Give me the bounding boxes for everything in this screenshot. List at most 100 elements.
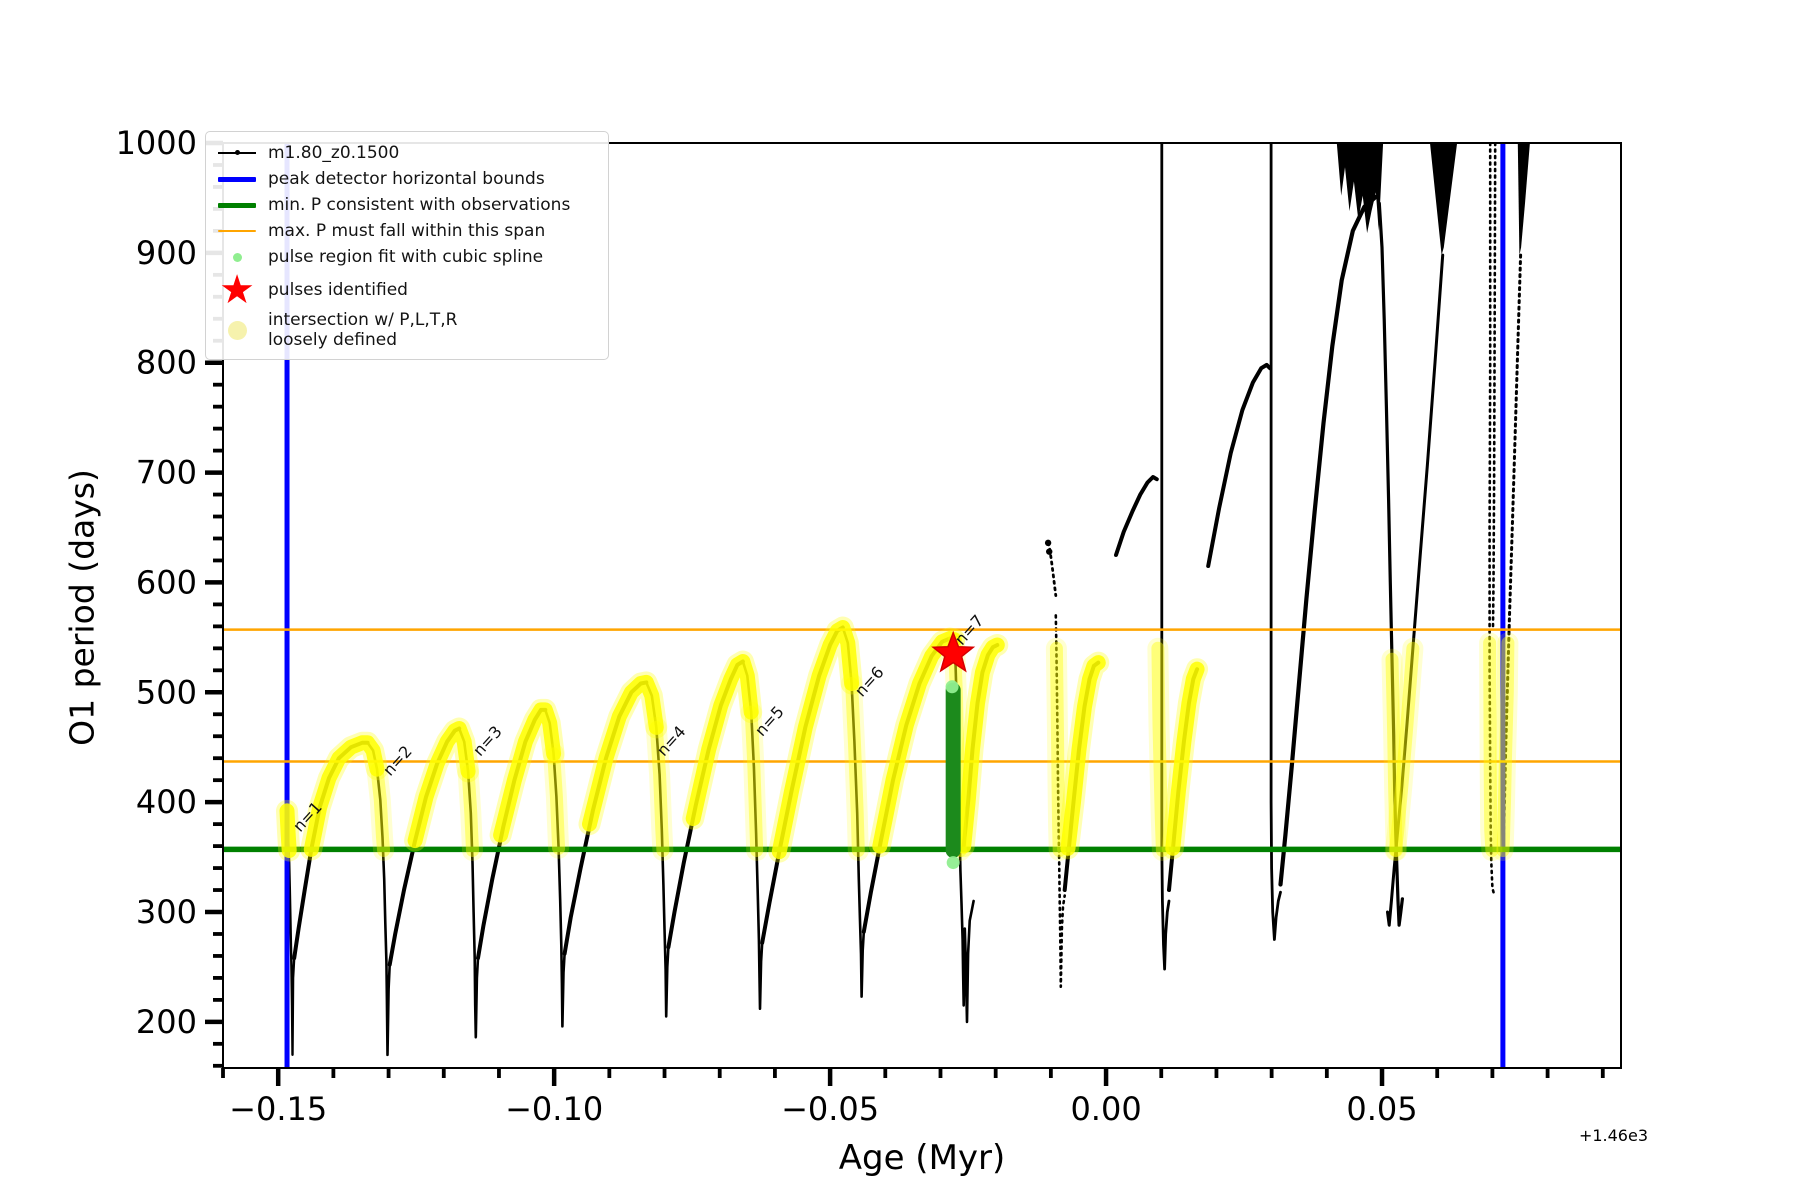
y-tick-label: 300 — [136, 893, 197, 931]
legend-dot-sample — [227, 320, 247, 340]
highlight-segment — [547, 747, 566, 855]
highlight-segment — [1165, 661, 1205, 856]
pulse-star — [931, 630, 976, 673]
x-axis-offset-label: +1.46e3 — [1578, 1126, 1648, 1145]
dense-pulse-region — [1517, 143, 1530, 256]
dense-pulse-region — [1430, 143, 1458, 256]
highlight-halo — [1384, 637, 1424, 861]
highlight-segment — [1151, 641, 1169, 857]
highlight-segment — [1049, 641, 1066, 857]
highlight-halo — [645, 716, 674, 861]
highlight-halo — [543, 743, 570, 859]
highlight-halo — [1147, 637, 1173, 861]
track-segment — [1046, 541, 1058, 597]
legend-dot-sample — [232, 252, 242, 262]
legend-label: min. P consistent with observations — [268, 194, 571, 215]
highlight-segment — [771, 620, 860, 860]
y-tick-label: 700 — [136, 454, 197, 492]
highlight-segment — [845, 677, 865, 857]
y-tick-label: 400 — [136, 783, 197, 821]
highlight-segment — [1483, 636, 1499, 857]
track-segment — [1206, 362, 1272, 568]
y-tick-label: 600 — [136, 563, 197, 601]
y-tick-label: 800 — [136, 344, 197, 382]
highlight-halo — [1381, 648, 1407, 861]
legend-linedot-sample — [218, 150, 256, 155]
dense-pulse-region — [1336, 143, 1384, 234]
legend-handle-line-icon — [214, 202, 260, 208]
track-segment — [1488, 143, 1495, 894]
legend-label: m1.80_z0.1500 — [268, 142, 400, 163]
legend-row-5: ★ pulses identified — [214, 270, 598, 310]
legend-label: pulse region fit with cubic spline — [268, 246, 544, 267]
highlight-segment — [407, 721, 476, 849]
highlight-segment — [493, 702, 562, 843]
legend-label: intersection w/ P,L,T,R loosely defined — [268, 310, 458, 351]
track-segment — [1491, 143, 1497, 628]
y-tick-label: 1000 — [116, 124, 197, 162]
legend-line-sample — [218, 202, 256, 208]
highlight-segment — [1496, 636, 1515, 857]
highlight-segment — [744, 705, 764, 857]
x-tick-label: 0.00 — [1070, 1090, 1141, 1128]
legend-handle-line-icon — [214, 176, 260, 182]
highlight-halo — [1492, 632, 1519, 861]
legend-label: max. P must fall within this span — [268, 220, 546, 241]
highlight-segment — [1060, 655, 1106, 856]
legend-line-sample — [218, 176, 256, 182]
y-tick-label: 900 — [136, 234, 197, 272]
x-tick-label: −0.05 — [781, 1090, 879, 1128]
highlight-halo — [366, 758, 395, 861]
y-tick-label: 200 — [136, 1003, 197, 1041]
highlight-segment — [303, 735, 385, 857]
legend-star-icon: ★ — [219, 267, 255, 313]
highlight-segment — [279, 803, 297, 858]
track-segment — [1054, 614, 1066, 988]
highlight-segment — [582, 674, 664, 832]
legend-row-3: max. P must fall within this span — [214, 218, 598, 244]
track-dot — [1046, 548, 1053, 555]
legend-handle-line-dot-icon — [214, 150, 260, 155]
track-segment — [1386, 253, 1445, 927]
y-axis-title: O1 period (days) — [62, 469, 102, 746]
x-tick-label: −0.10 — [505, 1090, 603, 1128]
track-segment — [1160, 143, 1171, 971]
x-tick-label: 0.05 — [1346, 1090, 1417, 1128]
highlight-segment — [685, 654, 759, 827]
highlight-halo — [841, 673, 869, 861]
highlight-segment — [1388, 641, 1420, 857]
legend-label: pulses identified — [268, 279, 408, 300]
track-segment — [1377, 201, 1404, 927]
track-segment — [1269, 143, 1282, 941]
legend-handle-dot-icon — [214, 320, 260, 340]
plot-area: n=1n=2n=3 n=4n=5n=6n=7 — [223, 143, 1621, 1068]
legend-row-0: m1.80_z0.1500 — [214, 140, 598, 166]
x-tick-label: −0.15 — [229, 1090, 327, 1128]
track-segment — [1278, 194, 1378, 887]
highlight-halo — [1479, 632, 1503, 861]
highlight-halo — [1045, 637, 1070, 861]
track-segment — [1114, 475, 1159, 557]
legend-row-1: peak detector horizontal bounds — [214, 166, 598, 192]
highlight-halo — [457, 760, 483, 861]
legend-line-sample — [218, 229, 256, 233]
y-tick-label: 500 — [136, 673, 197, 711]
highlight-segment — [461, 764, 479, 857]
highlight-segment — [872, 631, 962, 854]
legend-row-4: pulse region fit with cubic spline — [214, 244, 598, 270]
spline-fit-dot — [946, 856, 960, 870]
track-segment — [562, 680, 649, 956]
highlight-segment — [956, 637, 1005, 854]
track-dot — [1044, 539, 1052, 547]
legend-row-6: intersection w/ P,L,T,R loosely defined — [214, 310, 598, 351]
highlight-segment — [370, 762, 391, 857]
legend-label: peak detector horizontal bounds — [268, 168, 545, 189]
x-axis-title: Age (Myr) — [838, 1138, 1006, 1178]
highlight-halo — [740, 701, 768, 861]
legend-handle-line-icon — [214, 229, 260, 233]
highlight-segment — [649, 720, 670, 857]
highlight-segment — [1385, 652, 1403, 857]
